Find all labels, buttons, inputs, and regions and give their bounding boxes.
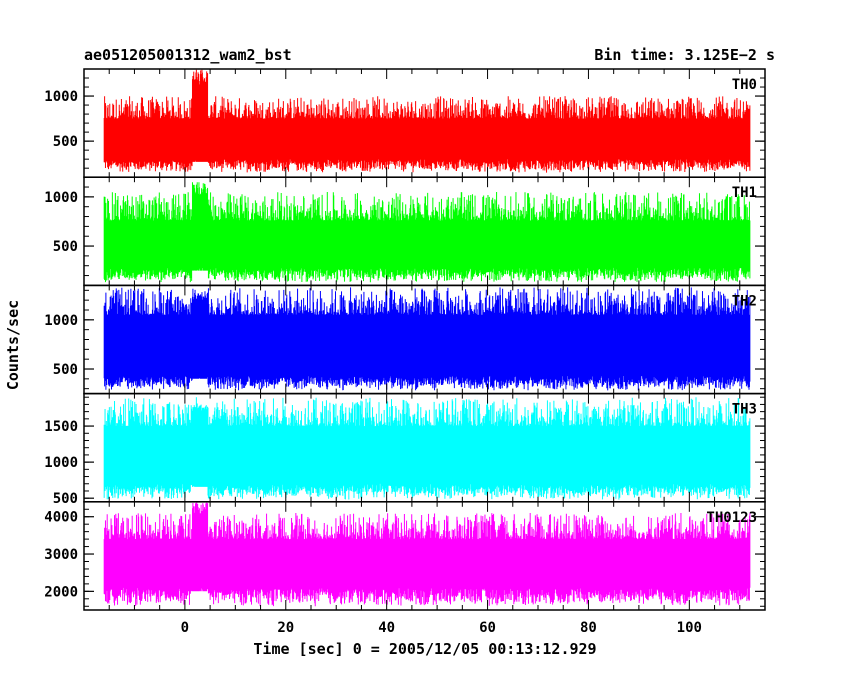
x-tick-label: 100 (677, 620, 702, 636)
panel-label: TH3 (732, 402, 757, 418)
y-tick-label: 2000 (44, 584, 78, 600)
plot-title: ae051205001312_wam2_bst (84, 46, 292, 64)
series-band-th0 (104, 124, 750, 156)
y-tick-label: 4000 (44, 510, 78, 526)
x-axis-label: Time [sec] 0 = 2005/12/05 00:13:12.929 (253, 640, 596, 658)
panel-label: TH2 (732, 293, 757, 309)
panels-group: 500 1000 TH0 500 1000 TH1 500 1000 TH2 500 1000 150… (44, 68, 766, 611)
panel-frame (83, 501, 766, 611)
panel-label: TH0123 (706, 510, 757, 526)
x-tick-label: 60 (479, 620, 496, 636)
y-tick-label: 1000 (44, 455, 78, 471)
series-band-th1 (104, 227, 750, 263)
y-tick-label: 3000 (44, 547, 78, 563)
y-tick-label: 1000 (44, 313, 78, 329)
series-band-th3 (104, 434, 750, 478)
panel-label: TH1 (732, 185, 757, 201)
y-tick-label: 1500 (44, 419, 78, 435)
y-axis-label: Counts/sec (4, 300, 22, 390)
panel-label: TH0 (732, 77, 757, 93)
panel-th3: 500 1000 1500 TH3 (44, 392, 766, 507)
y-tick-label: 500 (53, 134, 78, 150)
y-tick-label: 1000 (44, 89, 78, 105)
panel-th0123: 2000 3000 4000 TH0123 (44, 501, 766, 611)
x-tick-label: 20 (277, 620, 294, 636)
panel-th1: 500 1000 TH1 (44, 176, 766, 287)
series-band-th0123 (104, 546, 750, 583)
panel-th0: 500 1000 TH0 (44, 68, 766, 178)
x-axis: 0 20 40 60 80 100 (181, 620, 702, 636)
panel-th2: 500 1000 TH2 (44, 284, 766, 395)
y-tick-label: 500 (53, 239, 78, 255)
x-tick-label: 0 (181, 620, 189, 636)
y-tick-label: 1000 (44, 190, 78, 206)
bin-time-label: Bin time: 3.125E−2 s (594, 46, 775, 64)
y-tick-label: 500 (53, 362, 78, 378)
x-tick-label: 40 (378, 620, 395, 636)
x-tick-label: 80 (580, 620, 597, 636)
series-th0 (103, 69, 751, 173)
series-band-th2 (104, 324, 750, 370)
y-tick-label: 500 (53, 491, 78, 507)
